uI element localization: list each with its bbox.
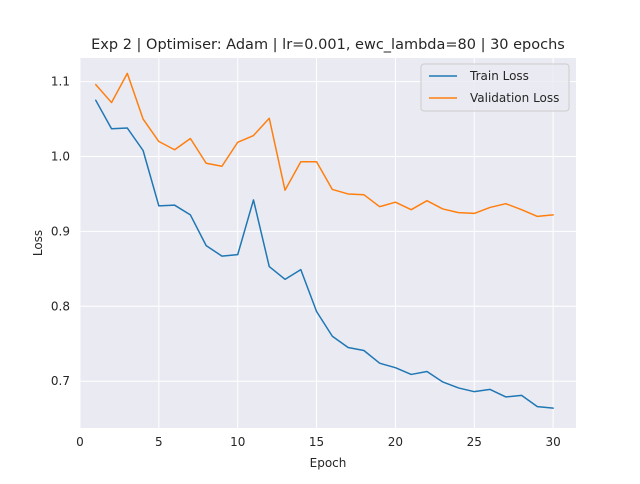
series-line-validation-loss: [95, 72, 554, 218]
legend-label-validation-loss: Validation Loss: [470, 91, 559, 105]
legend-label-train-loss: Train Loss: [469, 69, 529, 83]
grid-lines: [79, 58, 576, 428]
x-axis-label: Epoch: [310, 456, 347, 470]
legend-box: [420, 63, 570, 112]
y-axis-label: Loss: [31, 230, 45, 256]
legend: Train Loss Validation Loss: [420, 63, 570, 112]
y-tick-label: 0.7: [51, 374, 70, 388]
chart-title: Exp 2 | Optimiser: Adam | lr=0.001, ewc_…: [91, 37, 565, 53]
x-tick-label: 0: [76, 435, 84, 449]
y-axis-ticks: 0.7 0.8 0.9 1.0 1.1: [51, 75, 70, 389]
x-axis-ticks: 0 5 10 15 20 25 30: [76, 435, 561, 449]
y-tick-label: 1.1: [51, 75, 70, 89]
x-tick-label: 5: [155, 435, 163, 449]
x-tick-label: 10: [230, 435, 245, 449]
x-tick-label: 25: [467, 435, 482, 449]
x-tick-label: 20: [388, 435, 403, 449]
y-tick-label: 0.8: [51, 299, 70, 313]
x-tick-label: 30: [545, 435, 560, 449]
y-tick-label: 1.0: [51, 149, 70, 163]
series-line-train-loss: [95, 99, 554, 409]
plot-area: [80, 58, 576, 428]
y-tick-label: 0.9: [51, 224, 70, 238]
series-layer: [95, 72, 554, 409]
x-tick-label: 15: [309, 435, 324, 449]
